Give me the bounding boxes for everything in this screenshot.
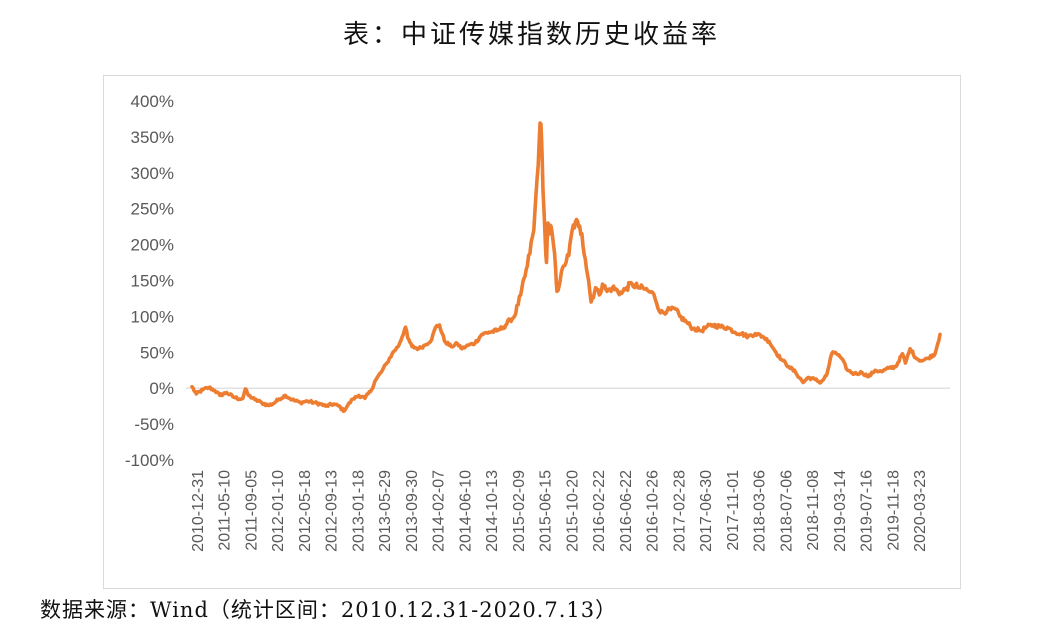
x-tick-label: 2019-11-18 <box>885 470 902 551</box>
x-tick-label: 2014-02-07 <box>431 470 448 552</box>
data-source-note: 数据来源：Wind（统计区间：2010.12.31-2020.7.13） <box>40 598 618 622</box>
x-tick-label: 2017-02-28 <box>671 470 688 552</box>
x-tick-label: 2018-07-06 <box>778 470 795 552</box>
y-tick-label: 250% <box>131 200 174 219</box>
chart-frame <box>103 75 961 589</box>
x-tick-label: 2011-09-05 <box>243 470 260 551</box>
y-tick-label: 150% <box>131 272 174 291</box>
x-tick-label: 2015-10-20 <box>564 470 581 552</box>
x-tick-label: 2015-02-09 <box>511 470 528 552</box>
x-tick-label: 2018-03-06 <box>752 470 769 552</box>
x-tick-label: 2013-09-30 <box>404 470 421 552</box>
x-tick-label: 2013-01-18 <box>350 470 367 552</box>
x-tick-label: 2016-06-22 <box>618 470 635 552</box>
y-tick-label: 350% <box>131 128 174 147</box>
x-tick-label: 2019-03-14 <box>832 470 849 552</box>
return-series-line <box>190 121 942 413</box>
y-tick-label: 300% <box>131 164 174 183</box>
y-tick-label: -100% <box>125 451 174 470</box>
x-tick-label: 2012-01-10 <box>270 470 287 552</box>
x-tick-label: 2011-05-10 <box>217 470 234 551</box>
y-tick-label: 200% <box>131 236 174 255</box>
x-tick-label: 2015-06-15 <box>538 470 555 552</box>
x-tick-label: 2017-11-01 <box>725 470 742 551</box>
y-tick-label: 50% <box>140 343 174 362</box>
x-tick-label: 2014-10-13 <box>484 470 501 552</box>
x-tick-label: 2012-05-18 <box>297 470 314 552</box>
x-tick-label: 2014-06-10 <box>457 470 474 552</box>
x-tick-label: 2013-05-29 <box>377 470 394 552</box>
y-tick-label: 400% <box>131 92 174 111</box>
x-tick-label: 2012-09-13 <box>324 470 341 552</box>
chart-title: 表：中证传媒指数历史收益率 <box>342 20 720 50</box>
x-tick-label: 2016-02-22 <box>591 470 608 552</box>
x-tick-label: 2018-11-08 <box>805 470 822 551</box>
x-tick-label: 2010-12-31 <box>190 470 207 552</box>
x-tick-label: 2017-06-30 <box>698 470 715 552</box>
x-tick-label: 2020-03-23 <box>912 470 929 552</box>
y-tick-label: 100% <box>131 307 174 326</box>
x-tick-label: 2016-10-26 <box>645 470 662 552</box>
x-tick-label: 2019-07-16 <box>859 470 876 552</box>
y-tick-label: 0% <box>149 379 174 398</box>
y-tick-label: -50% <box>134 415 174 434</box>
